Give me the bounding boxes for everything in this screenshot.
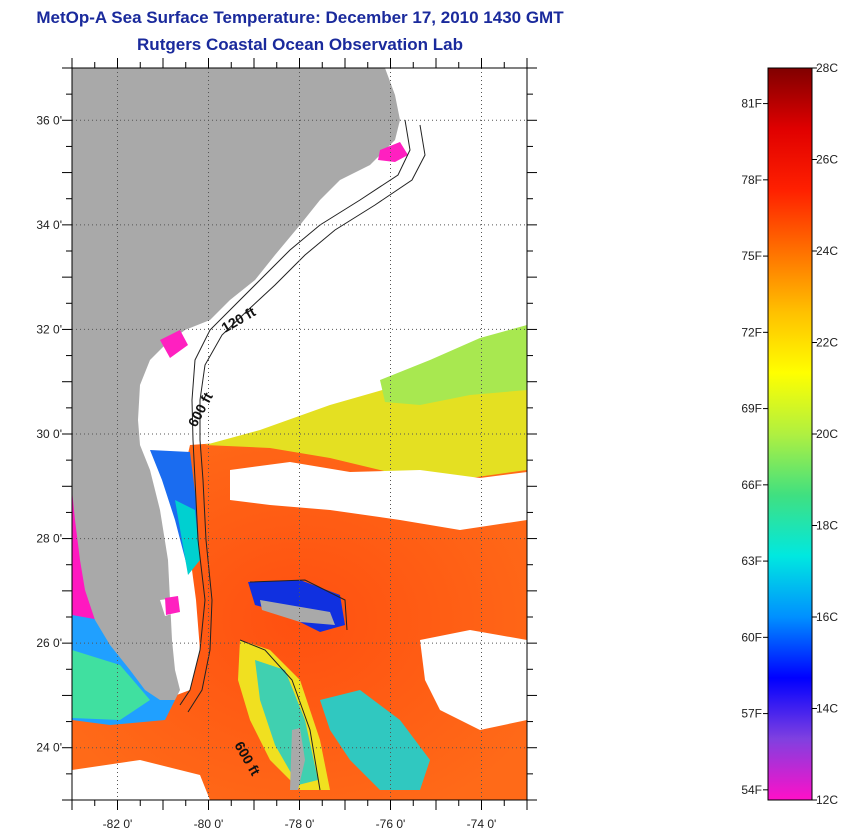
colorbar-scale (767, 67, 813, 801)
lat-tick-label: 26 0' (36, 636, 62, 650)
celsius-label: 24C (816, 244, 838, 258)
isobath-bahamas (249, 579, 348, 631)
lat-tick-label: 36 0' (36, 113, 62, 127)
celsius-label: 26C (816, 153, 838, 167)
lon-tick-label: -78 0' (285, 817, 315, 831)
cold-shelf-water (175, 500, 200, 575)
greenish-water-band (380, 325, 527, 405)
fahrenheit-label: 81F (741, 97, 762, 111)
fahrenheit-label: 69F (741, 402, 762, 416)
lon-tick-label: -76 0' (376, 817, 406, 831)
cloud-patch (420, 630, 527, 730)
sound-water (378, 142, 408, 162)
lat-tick-label: 28 0' (36, 532, 62, 546)
fahrenheit-label: 75F (741, 249, 762, 263)
lon-tick-label: -82 0' (103, 817, 133, 831)
bahama-banks (320, 690, 430, 790)
celsius-label: 18C (816, 519, 838, 533)
map-title: MetOp-A Sea Surface Temperature: Decembe… (36, 8, 564, 27)
sst-map: -82 0' -80 0' -78 0' -76 0' -74 0' 36 0' 34 0'… (36, 58, 537, 831)
lon-tick-label: -74 0' (467, 817, 497, 831)
lat-tick-label: 34 0' (36, 218, 62, 232)
colorbar: 28C 26C 24C 22C 20C 18C 16C 14C 12C 81F 78F 75F 72F 6… (741, 61, 838, 807)
celsius-label: 16C (816, 610, 838, 624)
map-subtitle: Rutgers Coastal Ocean Observation Lab (137, 35, 463, 54)
isobath-120ft (179, 119, 411, 706)
sound-water (165, 596, 180, 615)
cloud-patch (72, 760, 210, 800)
cloud-patch (230, 462, 527, 530)
fahrenheit-label: 63F (741, 554, 762, 568)
celsius-label: 12C (816, 793, 838, 807)
island (290, 728, 305, 790)
celsius-label: 22C (816, 336, 838, 350)
map-ticks: -82 0' -80 0' -78 0' -76 0' -74 0' 36 0' 34 0'… (36, 58, 537, 831)
fahrenheit-label: 60F (741, 630, 762, 644)
land-mass (72, 68, 400, 700)
fahrenheit-label: 57F (741, 707, 762, 721)
lat-tick-label: 24 0' (36, 741, 62, 755)
fahrenheit-label: 66F (741, 478, 762, 492)
fahrenheit-label: 54F (741, 783, 762, 797)
fahrenheit-label: 78F (741, 173, 762, 187)
celsius-label: 20C (816, 427, 838, 441)
celsius-label: 14C (816, 702, 838, 716)
lat-tick-label: 32 0' (36, 322, 62, 336)
fahrenheit-label: 72F (741, 325, 762, 339)
lat-tick-label: 30 0' (36, 427, 62, 441)
sound-water (160, 330, 188, 358)
island (260, 600, 335, 625)
lon-tick-label: -80 0' (194, 817, 224, 831)
isobath-bahamas (239, 639, 321, 791)
gulf-water (72, 650, 150, 720)
isobath-600ft (187, 124, 426, 713)
celsius-label: 28C (816, 61, 838, 75)
